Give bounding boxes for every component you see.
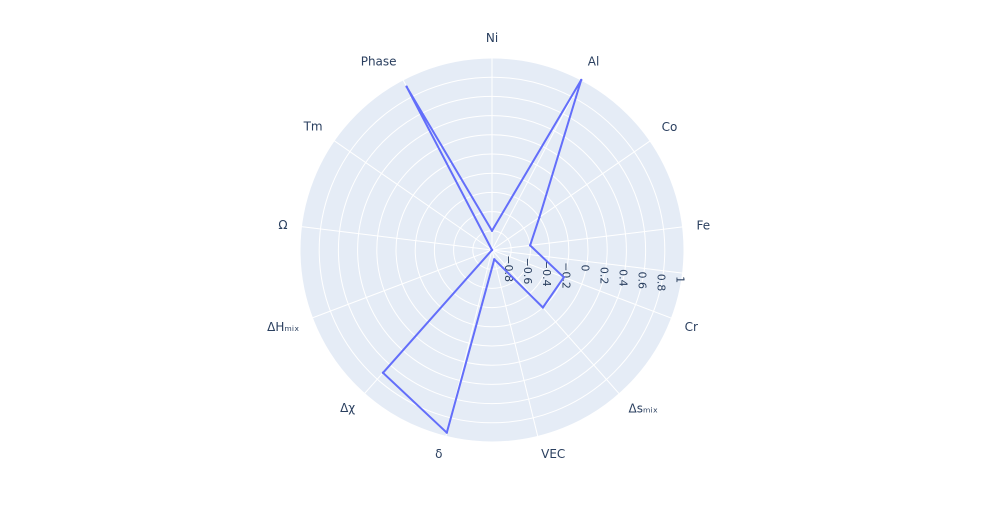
angular-tick-label: Δsₘᵢₓ [628, 401, 657, 415]
angular-tick-label: Al [588, 55, 600, 69]
angular-grid-line [491, 249, 620, 395]
radial-tick-label: 0 [578, 265, 591, 272]
angular-tick-label: Tm [303, 120, 323, 134]
series-point[interactable] [538, 216, 541, 219]
radial-tick-label: 0.2 [597, 267, 610, 285]
angular-tick-label: Ω [278, 218, 287, 232]
series-point[interactable] [445, 431, 448, 434]
angular-grid-line [333, 140, 493, 251]
angular-grid-line [491, 226, 683, 251]
angular-tick-label: Ni [486, 31, 498, 45]
angular-tick-label: Fe [697, 218, 711, 232]
radial-tick-label: 0.6 [635, 271, 648, 289]
series-point[interactable] [541, 306, 545, 309]
angular-grid-line [312, 249, 493, 319]
series-line[interactable] [382, 79, 583, 434]
series-point[interactable] [490, 229, 494, 232]
series-point[interactable] [405, 85, 408, 88]
series-point[interactable] [580, 78, 583, 82]
angular-tick-label: Phase [361, 54, 397, 68]
series-point[interactable] [381, 371, 385, 374]
angular-tick-label: Δχ [340, 401, 355, 415]
angular-tick-label: ΔHₘᵢₓ [267, 320, 299, 334]
radial-tick-label: −0.2 [559, 262, 572, 289]
angular-grid-line [491, 140, 651, 251]
series-point[interactable] [562, 276, 565, 279]
radial-tick-label: 0.8 [655, 274, 668, 292]
angular-grid-line [491, 249, 539, 437]
radial-tick-label: 1 [674, 276, 687, 283]
polar-plot-area[interactable]: −0.8 −0.6 −0.4 −0.2 0 0.2 0.4 0.6 0.8 1NiAlCoFeCr… [267, 31, 710, 461]
angular-tick-label: VEC [541, 447, 565, 461]
angular-grid-line [491, 79, 582, 251]
angular-grid-line [491, 249, 672, 319]
radial-tick-label: −0.4 [540, 260, 553, 287]
angular-tick-label: Cr [685, 320, 698, 334]
radial-axis-line [491, 249, 683, 274]
series-point[interactable] [490, 248, 494, 252]
angular-grid-line [301, 226, 493, 251]
angular-tick-label: δ [435, 447, 442, 461]
series-point[interactable] [528, 244, 532, 247]
series-point[interactable] [493, 258, 496, 261]
radial-tick-label: 0.4 [616, 269, 629, 287]
angular-tick-label: Co [662, 120, 678, 134]
radial-tick-label: −0.6 [521, 258, 534, 285]
